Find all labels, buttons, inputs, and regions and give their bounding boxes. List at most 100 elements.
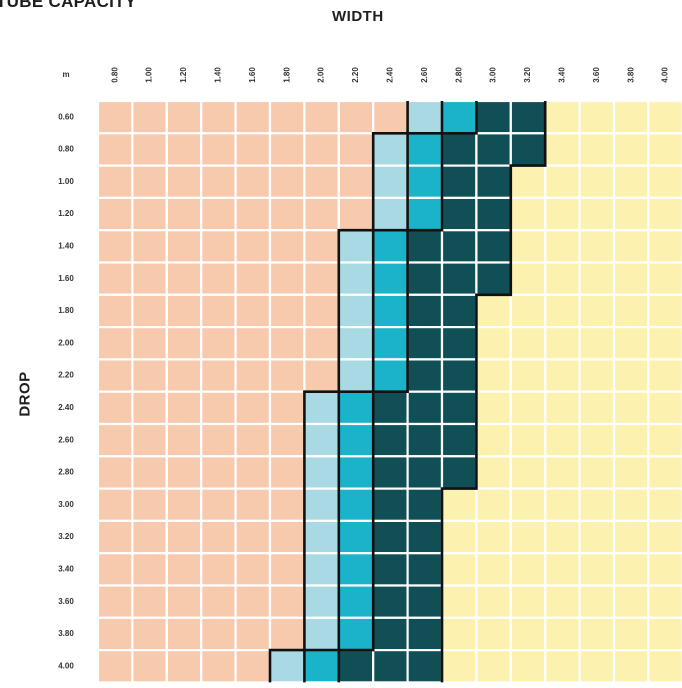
- grid-cell: [406, 132, 444, 167]
- grid-cell: [303, 487, 340, 523]
- grid-cell: [475, 552, 512, 587]
- grid-cell: [234, 293, 272, 329]
- grid-cell: [544, 326, 581, 361]
- grid-cell: [578, 552, 616, 587]
- grid-cell: [165, 584, 203, 619]
- grid-cell: [440, 519, 478, 555]
- grid-cell: [509, 422, 547, 458]
- y-tick-label: 1.80: [58, 306, 74, 315]
- grid-cell: [337, 358, 375, 393]
- grid-cell: [268, 487, 306, 523]
- grid-cell: [337, 261, 375, 296]
- grid-cell: [475, 390, 512, 426]
- grid-cell: [612, 293, 650, 329]
- grid-cell: [612, 164, 650, 200]
- x-tick-label: 1.80: [282, 67, 291, 83]
- grid-cell: [303, 196, 340, 232]
- grid-cell: [372, 390, 409, 426]
- x-tick-label: 2.20: [351, 67, 360, 83]
- grid-cell: [268, 455, 306, 490]
- x-tick-label: 4.00: [661, 67, 670, 83]
- grid-cell: [303, 164, 340, 200]
- grid-cell: [544, 648, 581, 684]
- grid-cell: [96, 164, 134, 200]
- x-tick-labels: 0.80 1.00 1.20 1.40 1.60 1.80 2.00 2.20 2.40 2.60…: [62, 67, 669, 83]
- grid-cell: [475, 519, 512, 555]
- grid-cell: [440, 648, 478, 684]
- grid-cell: [234, 164, 272, 200]
- grid-cell: [612, 455, 650, 490]
- grid-cell: [234, 358, 272, 393]
- grid-cell: [647, 164, 682, 200]
- grid-cell: [234, 616, 272, 652]
- grid-cell: [200, 229, 237, 264]
- grid-cell: [303, 455, 340, 490]
- grid-cell: [509, 132, 547, 167]
- grid-cell: [406, 358, 444, 393]
- grid-cell: [165, 196, 203, 232]
- grid-cell: [96, 326, 134, 361]
- grid-cell: [268, 164, 306, 200]
- grid-cell: [406, 196, 444, 232]
- grid-cell: [234, 261, 272, 296]
- grid-cell: [165, 390, 203, 426]
- grid-cell: [647, 648, 682, 684]
- grid-cell: [440, 422, 478, 458]
- grid-cell: [509, 261, 547, 296]
- grid-cell: [303, 584, 340, 619]
- grid-cell: [612, 552, 650, 587]
- grid-cell: [509, 616, 547, 652]
- grid-cell: [234, 422, 272, 458]
- grid-cell: [303, 648, 340, 684]
- grid-cell: [131, 229, 168, 264]
- grid-cell: [234, 326, 272, 361]
- grid-cell: [200, 648, 237, 684]
- grid-cell: [268, 584, 306, 619]
- grid-cell: [647, 552, 682, 587]
- grid-cell: [612, 326, 650, 361]
- grid-cell: [406, 519, 444, 555]
- grid-cell: [406, 422, 444, 458]
- x-tick-label: 1.40: [214, 67, 223, 83]
- grid-cell: [200, 164, 237, 200]
- grid-cell: [303, 229, 340, 264]
- grid-cell: [131, 487, 168, 523]
- grid-cell: [612, 648, 650, 684]
- y-tick-label: 2.20: [58, 371, 74, 380]
- grid-cell: [96, 132, 134, 167]
- x-tick-label: 3.40: [558, 67, 567, 83]
- grid-cell: [303, 390, 340, 426]
- grid-cell: [165, 261, 203, 296]
- grid-cell: [96, 99, 134, 135]
- grid-cell: [509, 99, 547, 135]
- grid-cell: [509, 358, 547, 393]
- y-tick-label: 3.40: [58, 564, 74, 573]
- grid-cell: [268, 358, 306, 393]
- grid-cell: [509, 164, 547, 200]
- grid-cell: [337, 552, 375, 587]
- grid-cell: [234, 584, 272, 619]
- grid-cell: [544, 455, 581, 490]
- grid-cell: [165, 552, 203, 587]
- grid-cell: [578, 293, 616, 329]
- grid-cell: [200, 326, 237, 361]
- grid-cell: [372, 648, 409, 684]
- grid-cell: [200, 422, 237, 458]
- grid-cell: [544, 164, 581, 200]
- grid-cell: [475, 326, 512, 361]
- grid-cell: [475, 132, 512, 167]
- grid-cell: [372, 293, 409, 329]
- grid-cell: [406, 99, 444, 135]
- grid-cell: [647, 326, 682, 361]
- grid-cell: [131, 519, 168, 555]
- y-tick-label: 1.60: [58, 274, 74, 283]
- y-tick-label: 0.80: [58, 145, 74, 154]
- grid-cell: [303, 422, 340, 458]
- zone-boundaries: [268, 101, 547, 683]
- grid-cell: [234, 99, 272, 135]
- grid-cell: [234, 552, 272, 587]
- y-tick-label: 1.00: [58, 177, 74, 186]
- grid-cell: [234, 648, 272, 684]
- grid-cell: [337, 293, 375, 329]
- grid-cell: [544, 519, 581, 555]
